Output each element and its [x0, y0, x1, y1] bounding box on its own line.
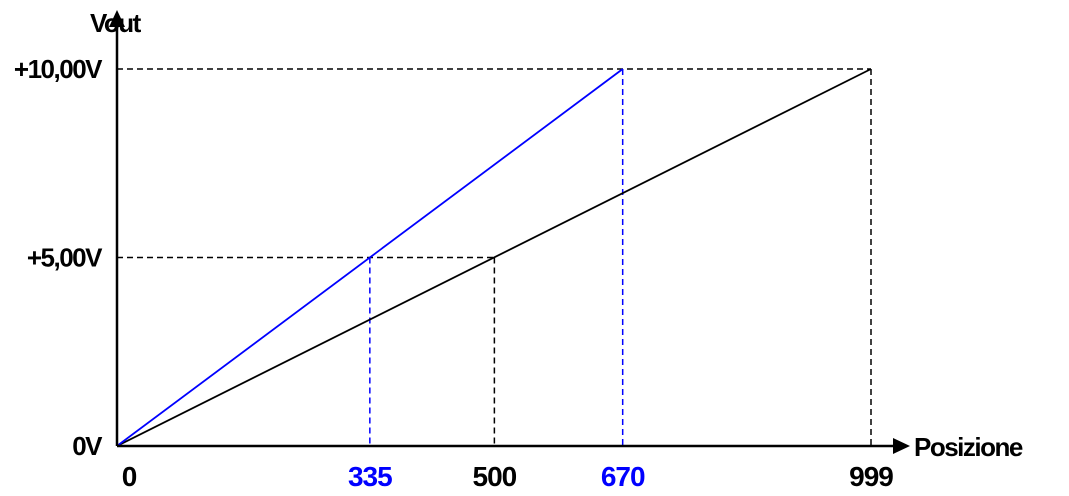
series-line-1 [116, 68, 624, 447]
x-axis-arrow-icon [893, 438, 910, 454]
x-tick-label-0: 0 [122, 461, 137, 492]
tick-labels: 0V +5,00V +10,00V 0 335 500 670 999 [14, 54, 894, 492]
x-tick-label-4: 999 [849, 461, 893, 492]
x-axis-title: Posizione [914, 432, 1023, 462]
x-tick-label-2: 500 [473, 461, 517, 492]
series-line-0 [116, 68, 872, 447]
y-tick-label-0: 0V [72, 431, 103, 461]
x-tick-label-3: 670 [601, 461, 645, 492]
y-axis-arrow-icon [109, 10, 125, 27]
y-tick-label-2: +10,00V [14, 54, 103, 84]
x-tick-label-1: 335 [348, 461, 392, 492]
y-axis-title: Vout [90, 8, 142, 38]
reference-lines [117, 68, 872, 446]
axes: Vout Posizione [90, 8, 1024, 462]
y-tick-label-1: +5,00V [27, 243, 103, 273]
series-lines [116, 68, 872, 447]
